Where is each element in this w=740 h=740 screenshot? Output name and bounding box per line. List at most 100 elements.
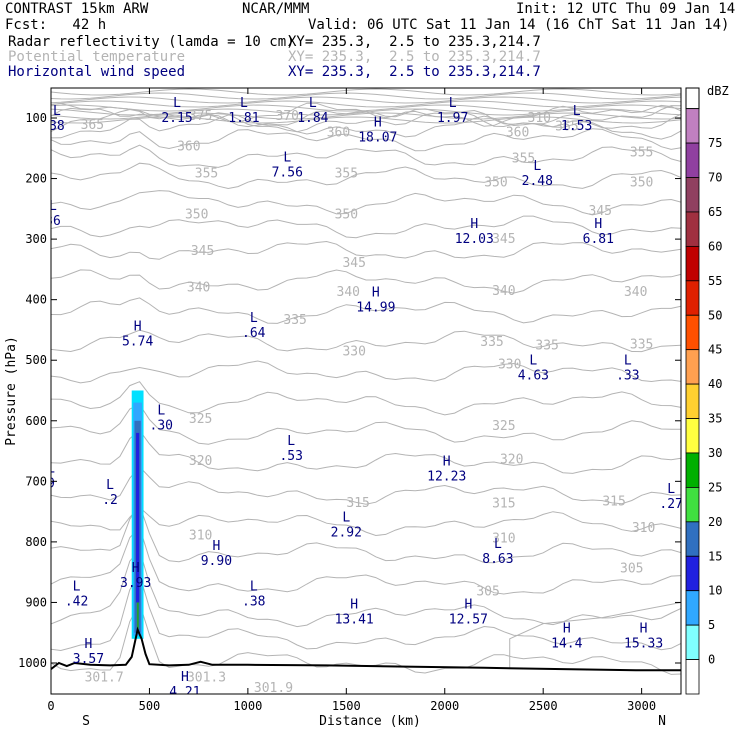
wind-extremum-type: L <box>283 151 291 166</box>
wind-extremum-value: 4.21 <box>169 685 200 700</box>
wind-extremum: L2.92 <box>331 510 362 540</box>
wind-extremum-value: 12.03 <box>455 232 494 247</box>
wind-extremum: L1.97 <box>437 96 468 126</box>
y-tick-label: 100 <box>25 111 47 125</box>
theta-label: 350 <box>185 208 208 223</box>
theta-label: 310 <box>189 529 212 544</box>
reflectivity-column <box>131 390 144 639</box>
theta-contour <box>51 215 681 239</box>
wind-extremum-value: 8.63 <box>482 552 513 567</box>
y-axis: 100 200 300 400 500 600 700 800 900 1000 <box>18 111 681 670</box>
theta-label: 340 <box>624 285 647 300</box>
colorbar-level: 5 <box>708 618 715 632</box>
wind-extremum-type: L <box>309 96 317 111</box>
colorbar-unit: dBZ <box>707 84 729 98</box>
wind-extremum-value: .2 <box>102 493 118 508</box>
wind-extremum-type: L <box>667 482 675 497</box>
theta-label: 301.3 <box>187 670 226 685</box>
wind-extremum-value: 6.81 <box>583 232 614 247</box>
wind-extremum: H5.74 <box>122 320 153 350</box>
theta-label: 310 <box>632 521 655 536</box>
theta-contour <box>51 100 681 108</box>
wind-extremum: H13.41 <box>335 598 374 628</box>
theta-contour <box>51 506 681 537</box>
colorbar-level: 10 <box>708 584 722 598</box>
wind-extremum-value: .30 <box>150 419 173 434</box>
theta-contour <box>51 108 681 116</box>
wind-extremum: H3.93 <box>120 561 151 591</box>
wind-extremum: H6.81 <box>583 217 614 247</box>
theta-contour <box>51 548 681 628</box>
theta-label: 330 <box>498 357 521 372</box>
x-tick-label: 2500 <box>529 699 558 713</box>
wind-extremum: L.42 <box>65 579 88 609</box>
theta-contour <box>51 104 681 112</box>
colorbar-cell <box>685 624 700 660</box>
field-theta-name: Potential temperature <box>8 49 186 65</box>
reflectivity-30dbz <box>136 602 139 633</box>
colorbar-cell <box>685 349 700 385</box>
wind-extremum: L9 <box>51 461 55 491</box>
wind-extremum: L.30 <box>150 404 173 434</box>
theta-contour <box>51 269 681 294</box>
theta-contour <box>51 504 681 564</box>
colorbar-level: 70 <box>708 171 722 185</box>
wind-extremum: L8.63 <box>482 537 513 567</box>
colorbar-cell <box>685 87 700 110</box>
x-tick-label: 0 <box>47 699 54 713</box>
theta-label: 305 <box>620 561 643 576</box>
y-tick-label: 800 <box>25 535 47 549</box>
theta-label: 340 <box>337 285 360 300</box>
theta-label: 320 <box>500 452 523 467</box>
theta-label: 325 <box>189 412 212 427</box>
wind-extremum-type: H <box>594 217 602 232</box>
wind-extremum-value: 1.84 <box>297 111 328 126</box>
x-end-label-south: S <box>82 714 90 729</box>
theta-label: 365 <box>81 118 104 133</box>
theta-contour <box>51 360 681 384</box>
x-tick-label: 2000 <box>430 699 459 713</box>
wind-extremum-value: 9.90 <box>201 554 232 569</box>
wind-extremum-type: H <box>181 670 189 685</box>
wind-extremum-type: L <box>240 96 248 111</box>
wind-extremum-value: 7.56 <box>272 166 303 181</box>
field-wind-xy: XY= 235.3, 2.5 to 235.3,214.7 <box>288 64 541 80</box>
institution-label: NCAR/MMM <box>242 1 310 17</box>
wind-extremum-type: L <box>624 353 632 368</box>
wind-extremum-value: 3.57 <box>73 652 104 667</box>
colorbar-cell <box>685 108 700 144</box>
wind-extremum: L36 <box>51 199 61 229</box>
theta-label: 375 <box>189 109 212 124</box>
wind-extremum: L.38 <box>242 579 265 609</box>
theta-label: 335 <box>480 335 503 350</box>
colorbar-cell <box>685 487 700 523</box>
wind-extremum-value: .33 <box>616 368 639 383</box>
y-axis-label: Pressure (hPa) <box>4 336 19 446</box>
x-axis: 0 500 1000 1500 2000 2500 3000 <box>47 88 656 713</box>
theta-contour <box>51 88 681 96</box>
theta-contour <box>51 108 681 133</box>
y-tick-label: 900 <box>25 595 47 609</box>
colorbar-level: 50 <box>708 308 722 322</box>
theta-label: 350 <box>484 176 507 191</box>
theta-label: 355 <box>195 167 218 182</box>
wind-extremum: L1.81 <box>228 96 259 126</box>
theta-label: 345 <box>492 232 515 247</box>
wind-extremum-value: .38 <box>242 594 265 609</box>
wind-extremum-type: H <box>464 598 472 613</box>
wind-extremum: L.53 <box>279 434 302 464</box>
x-tick-label: 500 <box>139 699 161 713</box>
theta-label: 335 <box>630 337 653 352</box>
theta-contour <box>51 190 681 216</box>
wind-extremum: H14.99 <box>356 286 395 316</box>
wind-extremum: L38 <box>51 104 65 134</box>
wind-extremum-type: H <box>134 320 142 335</box>
theta-label: 340 <box>492 284 515 299</box>
colorbar-cell <box>685 211 700 247</box>
wind-extremum-value: .42 <box>65 594 88 609</box>
wind-extremum-value: 1.53 <box>561 119 592 134</box>
wind-extremum-type: H <box>132 561 140 576</box>
wind-extremum: H4.21 <box>169 670 200 700</box>
wind-extremum: L.64 <box>242 311 266 341</box>
